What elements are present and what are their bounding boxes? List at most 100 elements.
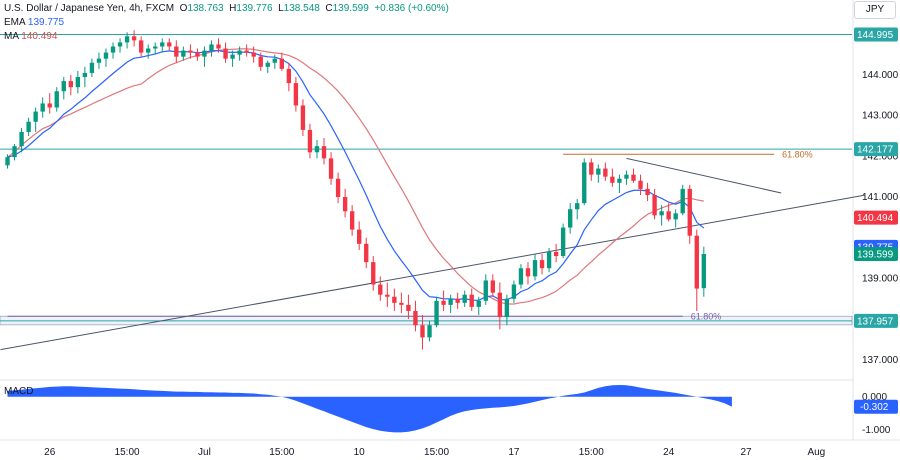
candle-body[interactable] (181, 50, 186, 57)
candle-body[interactable] (455, 298, 460, 303)
candle-body[interactable] (265, 62, 270, 67)
currency-badge[interactable]: JPY (854, 1, 896, 19)
candle-body[interactable] (293, 83, 299, 106)
candle-body[interactable] (364, 243, 369, 263)
candle-body[interactable] (279, 58, 284, 69)
candle-body[interactable] (314, 146, 320, 153)
candle-body[interactable] (603, 168, 608, 177)
candle-body[interactable] (652, 195, 657, 216)
candle-body[interactable] (12, 146, 17, 158)
candle-body[interactable] (202, 50, 207, 57)
candle-body[interactable] (110, 46, 116, 53)
candle-body[interactable] (160, 42, 165, 47)
candle-body[interactable] (188, 50, 193, 53)
candle-body[interactable] (476, 300, 481, 307)
candle-body[interactable] (117, 42, 123, 47)
candle-body[interactable] (371, 262, 376, 285)
candle-body[interactable] (335, 178, 341, 198)
candle-body[interactable] (511, 284, 517, 299)
candle-body[interactable] (596, 168, 601, 175)
candle-body[interactable] (19, 131, 24, 147)
candle-body[interactable] (89, 62, 95, 73)
candle-body[interactable] (490, 280, 495, 293)
candle-body[interactable] (5, 157, 10, 166)
price-tag[interactable] (854, 210, 898, 225)
candle-body[interactable] (342, 197, 348, 212)
candle-body[interactable] (610, 176, 615, 183)
candle-body[interactable] (392, 296, 397, 303)
candle-body[interactable] (328, 158, 334, 179)
candle-body[interactable] (82, 72, 88, 77)
candle-body[interactable] (75, 77, 81, 88)
candle-body[interactable] (666, 211, 671, 220)
candle-body[interactable] (659, 211, 664, 216)
price-tag[interactable] (854, 313, 898, 328)
candle-body[interactable] (553, 251, 559, 257)
trendline[interactable] (0, 194, 866, 351)
macd-value-tag[interactable] (854, 399, 898, 414)
candle-body[interactable] (307, 129, 313, 153)
candle-body[interactable] (469, 294, 474, 307)
candle-body[interactable] (286, 68, 292, 84)
candle-body[interactable] (645, 188, 650, 195)
candle-body[interactable] (33, 111, 38, 122)
candle-body[interactable] (532, 260, 538, 277)
candle-body[interactable] (399, 302, 404, 305)
ma-legend-row[interactable]: MA 140.494 (4, 30, 449, 44)
candle-body[interactable] (701, 254, 706, 289)
candle-body[interactable] (631, 174, 636, 181)
candle-body[interactable] (441, 300, 446, 305)
candle-body[interactable] (223, 48, 228, 59)
candle-body[interactable] (617, 178, 622, 183)
candle-body[interactable] (497, 292, 503, 318)
candle-body[interactable] (462, 294, 467, 303)
candle-body[interactable] (413, 310, 418, 326)
candle-body[interactable] (357, 229, 362, 244)
candle-body[interactable] (96, 58, 102, 63)
candle-body[interactable] (251, 52, 256, 57)
candle-body[interactable] (568, 209, 573, 228)
macd-label[interactable]: MACD (4, 386, 34, 397)
candle-body[interactable] (420, 325, 425, 338)
candle-body[interactable] (575, 203, 580, 210)
candle-body[interactable] (195, 52, 200, 57)
candle-body[interactable] (216, 44, 221, 49)
candle-body[interactable] (589, 162, 594, 175)
candle-body[interactable] (321, 146, 327, 159)
candle-body[interactable] (483, 280, 488, 301)
candle-body[interactable] (230, 54, 235, 59)
candle-body[interactable] (167, 42, 172, 47)
candle-body[interactable] (124, 36, 130, 43)
candle-body[interactable] (582, 162, 587, 204)
candle-body[interactable] (68, 81, 73, 88)
candle-body[interactable] (624, 174, 629, 179)
candle-body[interactable] (638, 180, 643, 189)
macd-histogram[interactable] (7, 385, 732, 433)
candle-body[interactable] (209, 44, 214, 51)
ma-line[interactable] (7, 48, 704, 305)
ema-line[interactable] (7, 49, 705, 301)
candle-body[interactable] (272, 58, 277, 63)
price-tag[interactable] (854, 142, 898, 157)
price-tag[interactable] (854, 247, 898, 262)
candle-body[interactable] (26, 121, 31, 132)
candle-body[interactable] (244, 50, 249, 53)
candle-body[interactable] (378, 284, 383, 295)
candle-body[interactable] (687, 188, 692, 236)
symbol-title[interactable]: U.S. Dollar / Japanese Yen, 4h, FXCM (4, 3, 175, 14)
candle-body[interactable] (146, 48, 151, 53)
candle-body[interactable] (518, 268, 524, 285)
candle-body[interactable] (448, 298, 453, 305)
candle-body[interactable] (349, 211, 355, 230)
candle-body[interactable] (525, 268, 531, 277)
candle-body[interactable] (406, 304, 411, 311)
candle-body[interactable] (153, 46, 158, 49)
candle-body[interactable] (539, 260, 545, 269)
candle-body[interactable] (427, 325, 432, 338)
candle-body[interactable] (54, 91, 59, 108)
candle-body[interactable] (174, 46, 179, 57)
trendline[interactable] (626, 157, 782, 194)
candle-body[interactable] (385, 294, 390, 297)
candle-body[interactable] (504, 298, 510, 318)
